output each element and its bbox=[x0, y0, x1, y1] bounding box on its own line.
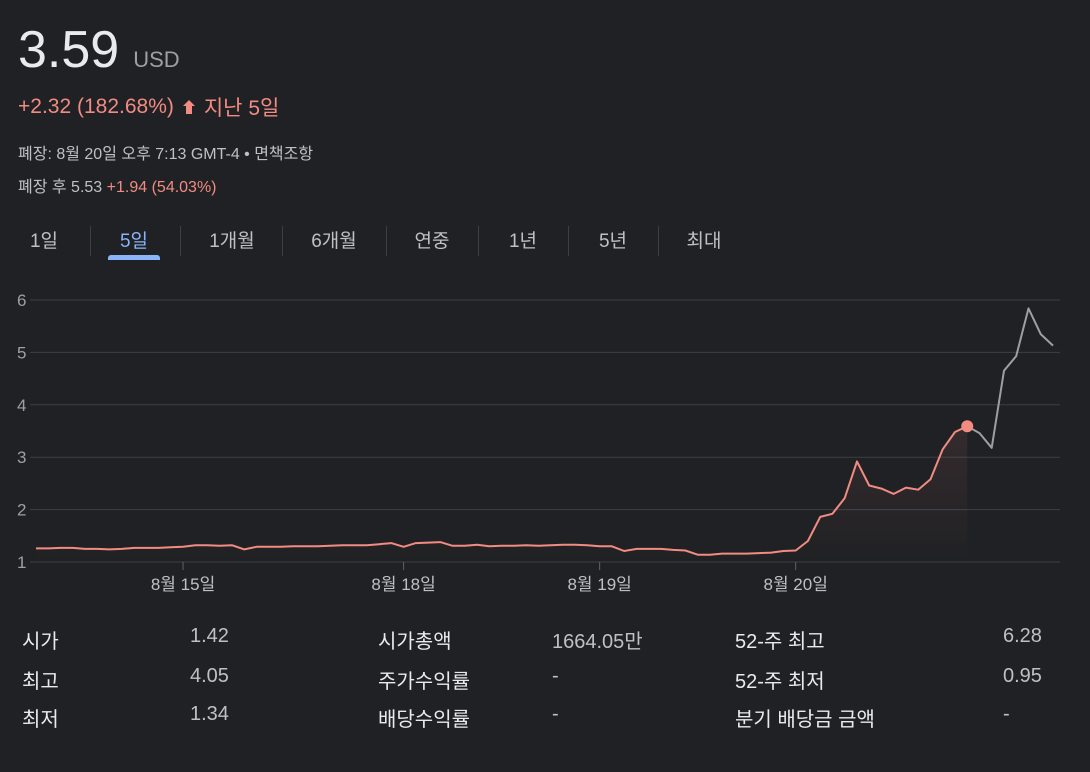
tab-5d[interactable]: 5일 bbox=[108, 218, 160, 262]
tab-divider bbox=[658, 226, 659, 256]
change-value: +2.32 (182.68%) bbox=[18, 95, 174, 118]
tab-divider bbox=[568, 226, 569, 256]
tab-1m[interactable]: 1개월 bbox=[209, 231, 255, 252]
stat-value: 0.95 bbox=[1003, 665, 1042, 687]
currency-label: USD bbox=[133, 47, 180, 72]
stat-value: 1.34 bbox=[190, 703, 229, 725]
stat-value: - bbox=[1003, 703, 1010, 725]
price-change: +2.32 (182.68%) 지난 5일 bbox=[18, 92, 279, 122]
current-price: 3.59 bbox=[18, 21, 120, 79]
tab-1d[interactable]: 1일 bbox=[29, 231, 59, 252]
after-hours-info: 폐장 후 5.53 +1.94 (54.03%) bbox=[18, 173, 217, 197]
change-period: 지난 5일 bbox=[203, 97, 280, 120]
series-area bbox=[36, 426, 968, 562]
y-tick-label: 5 bbox=[17, 343, 26, 362]
stat-label: 52-주 최저 bbox=[735, 671, 825, 693]
stat-value: - bbox=[552, 703, 559, 725]
x-tick-label: 8월 19일 bbox=[567, 575, 631, 594]
stat-label: 시가총액 bbox=[378, 631, 452, 653]
y-tick-label: 1 bbox=[17, 553, 26, 572]
tab-divider bbox=[180, 226, 181, 256]
stat-value: 6.28 bbox=[1003, 625, 1042, 647]
stat-value: 1664.05만 bbox=[552, 631, 643, 653]
y-tick-label: 4 bbox=[17, 396, 26, 415]
range-tabs: 1일 5일 1개월 6개월 연중 1년 5년 최대 bbox=[0, 218, 760, 264]
x-tick-label: 8월 20일 bbox=[763, 575, 827, 594]
tab-1y[interactable]: 1년 bbox=[508, 231, 538, 252]
stat-label: 분기 배당금 금액 bbox=[735, 709, 875, 731]
stat-label: 배당수익률 bbox=[378, 709, 470, 731]
x-tick-label: 8월 15일 bbox=[151, 575, 215, 594]
stats-row: 최고 4.05 주가수익률 - 52-주 최저 0.95 bbox=[0, 665, 1090, 703]
close-point-marker bbox=[961, 420, 974, 433]
stat-label: 시가 bbox=[22, 631, 59, 653]
stat-value: 1.42 bbox=[190, 625, 229, 647]
series-line-regular bbox=[36, 425, 968, 556]
tab-divider bbox=[478, 226, 479, 256]
tab-ytd[interactable]: 연중 bbox=[414, 231, 450, 252]
close-info: 폐장: 8월 20일 오후 7:13 GMT-4 • 면책조항 bbox=[18, 146, 314, 163]
tab-5y[interactable]: 5년 bbox=[598, 231, 628, 252]
price-header: 3.59 USD bbox=[18, 20, 180, 80]
series-line-after-hours bbox=[966, 307, 1054, 449]
stats-row: 최저 1.34 배당수익률 - 분기 배당금 금액 - bbox=[0, 703, 1090, 741]
tab-divider bbox=[90, 226, 91, 256]
after-hours-price: 폐장 후 5.53 bbox=[18, 179, 103, 196]
tab-6m[interactable]: 6개월 bbox=[311, 231, 357, 252]
y-tick-label: 2 bbox=[17, 501, 26, 520]
stat-value: 4.05 bbox=[190, 665, 229, 687]
x-tick-label: 8월 18일 bbox=[371, 575, 435, 594]
arrow-up-icon bbox=[182, 100, 195, 114]
after-hours-change: +1.94 (54.03%) bbox=[106, 179, 217, 196]
y-tick-label: 3 bbox=[17, 448, 26, 467]
y-tick-label: 6 bbox=[17, 291, 26, 310]
stat-label: 최고 bbox=[22, 671, 59, 693]
tab-max[interactable]: 최대 bbox=[686, 231, 722, 252]
stat-label: 최저 bbox=[22, 709, 59, 731]
tab-divider bbox=[386, 226, 387, 256]
stat-value: - bbox=[552, 665, 559, 687]
stat-label: 52-주 최고 bbox=[735, 631, 825, 653]
stat-label: 주가수익률 bbox=[378, 671, 470, 693]
tab-divider bbox=[282, 226, 283, 256]
price-chart[interactable]: 1 2 3 4 5 6 8월 15일 8월 18일 8월 19일 8월 20일 bbox=[0, 280, 1090, 605]
stats-row: 시가 1.42 시가총액 1664.05만 52-주 최고 6.28 bbox=[0, 625, 1090, 663]
